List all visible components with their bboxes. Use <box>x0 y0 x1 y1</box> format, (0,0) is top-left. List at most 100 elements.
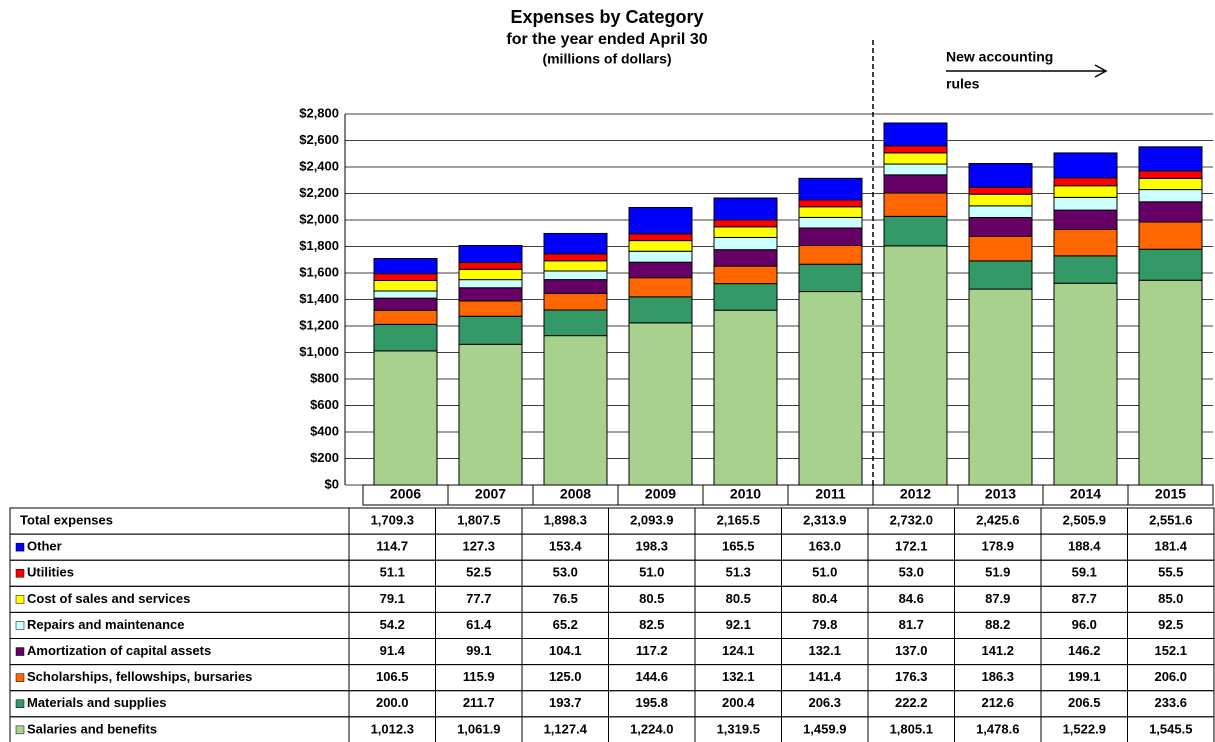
table-value: 141.2 <box>981 643 1014 658</box>
table-value: 80.5 <box>726 591 751 606</box>
table-value: 88.2 <box>985 617 1010 632</box>
header-cell <box>1127 484 1214 506</box>
table-value: 200.4 <box>722 695 755 710</box>
table-value: 206.0 <box>1154 669 1187 684</box>
legend-swatch <box>15 699 25 708</box>
table-value: 65.2 <box>553 617 578 632</box>
bar-segment <box>798 244 863 265</box>
annotation: New accounting <box>946 49 1053 65</box>
table-value: 186.3 <box>981 669 1014 684</box>
bar-segment <box>543 253 608 262</box>
y-tick-label: $800 <box>310 370 339 385</box>
table-value: 1,012.3 <box>371 721 414 736</box>
bar-segment <box>968 235 1033 262</box>
bar-segment <box>628 277 693 298</box>
table-value: 82.5 <box>639 617 664 632</box>
table-value: 80.5 <box>639 591 664 606</box>
x-tick-label: 2007 <box>475 486 506 502</box>
legend-swatch <box>15 542 25 552</box>
table-value: 53.0 <box>553 565 578 580</box>
bar-segment <box>1053 228 1118 257</box>
bar-segment <box>883 192 948 217</box>
bar-segment <box>458 279 523 289</box>
x-tick-label: 2008 <box>560 486 591 502</box>
table-value: 125.0 <box>549 669 582 684</box>
table-value: 2,165.5 <box>717 512 760 527</box>
table-value: 85.0 <box>1158 591 1183 606</box>
table-value: 1,805.1 <box>890 721 933 736</box>
table-value: 132.1 <box>722 669 755 684</box>
bar-segment <box>1053 177 1118 187</box>
table-value: 51.1 <box>380 565 405 580</box>
y-tick-label: $2,800 <box>299 105 339 120</box>
table-value: 2,505.9 <box>1063 512 1106 527</box>
table-value: 77.7 <box>466 591 491 606</box>
bar-segment <box>628 322 693 486</box>
legend-swatch <box>15 673 25 682</box>
legend-label: Amortization of capital assets <box>27 643 211 658</box>
bar-segment <box>628 233 693 242</box>
bar-segment <box>1138 189 1203 203</box>
bar-segment <box>713 283 778 311</box>
bar-segment <box>543 335 608 486</box>
table-value: 2,551.6 <box>1149 512 1192 527</box>
legend-label: Scholarships, fellowships, bursaries <box>27 669 252 684</box>
bar-segment <box>373 350 438 486</box>
table-value: 195.8 <box>635 695 668 710</box>
table-value: 1,478.6 <box>976 721 1019 736</box>
table-value: 92.5 <box>1158 617 1183 632</box>
bar-segment <box>798 291 863 486</box>
bar-segment <box>968 205 1033 219</box>
bar-segment <box>543 260 608 272</box>
table-value: 124.1 <box>722 643 755 658</box>
table-value: 153.4 <box>549 539 582 554</box>
table-value: 212.6 <box>981 695 1014 710</box>
y-tick-label: $1,800 <box>299 238 339 253</box>
table-value: 1,127.4 <box>544 721 588 736</box>
table-value: 181.4 <box>1154 539 1187 554</box>
table-value: 53.0 <box>899 565 924 580</box>
y-tick-label: $400 <box>310 423 339 438</box>
table-value: 1,061.9 <box>457 721 500 736</box>
table-value: 141.4 <box>808 669 841 684</box>
units-label: (millions of dollars) <box>542 51 671 67</box>
bar-segment <box>373 297 438 311</box>
table-value: 199.1 <box>1068 669 1101 684</box>
bar-segment <box>798 199 863 208</box>
table-value: 176.3 <box>895 669 928 684</box>
bar-segment <box>628 250 693 263</box>
table-value: 206.3 <box>808 695 841 710</box>
bar-segment <box>713 226 778 238</box>
table-value: 87.9 <box>985 591 1010 606</box>
bar-segment <box>1138 170 1203 179</box>
bar-segment <box>713 219 778 228</box>
table-value: 1,522.9 <box>1063 721 1106 736</box>
table-cell <box>1127 716 1215 742</box>
table-value: 2,093.9 <box>630 512 673 527</box>
table-value: 2,313.9 <box>803 512 846 527</box>
table-value: 206.5 <box>1068 695 1101 710</box>
y-tick-label: $2,000 <box>299 211 339 226</box>
bar-segment <box>628 261 693 279</box>
table-value: 79.8 <box>812 617 837 632</box>
bar-segment <box>883 122 948 147</box>
x-tick-label: 2010 <box>730 486 761 502</box>
bar-segment <box>458 343 523 486</box>
table-value: 1,224.0 <box>630 721 673 736</box>
bar-segment <box>883 152 948 165</box>
bar-segment <box>713 236 778 251</box>
table-value: 2,732.0 <box>890 512 933 527</box>
bar-segment <box>373 279 438 292</box>
bar-segment <box>1053 152 1118 179</box>
table-value: 127.3 <box>462 539 495 554</box>
table-value: 1,709.3 <box>371 512 414 527</box>
bar-segment <box>458 268 523 281</box>
table-value: 87.7 <box>1072 591 1097 606</box>
table-value: 115.9 <box>463 669 495 684</box>
bar-segment <box>798 177 863 201</box>
bar-segment <box>543 232 608 255</box>
table-value: 51.3 <box>726 565 751 580</box>
bar-segment <box>373 258 438 275</box>
table-value: 137.0 <box>895 643 928 658</box>
bar-segment <box>798 216 863 229</box>
